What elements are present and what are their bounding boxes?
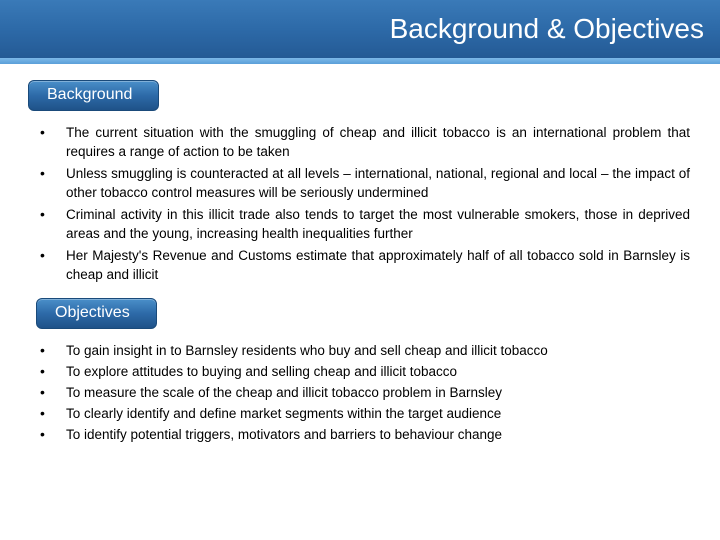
section-pill-objectives: Objectives <box>36 298 157 329</box>
bullet-text: To explore attitudes to buying and selli… <box>66 362 690 381</box>
bullet-text: The current situation with the smuggling… <box>66 123 690 161</box>
section-pill-background: Background <box>28 80 159 111</box>
list-item: • To measure the scale of the cheap and … <box>36 383 690 402</box>
section-header-wrap-2: Objectives <box>36 298 720 329</box>
bullet-text: To measure the scale of the cheap and il… <box>66 383 690 402</box>
bullet-icon: • <box>36 341 66 360</box>
list-item: • To identify potential triggers, motiva… <box>36 425 690 444</box>
list-item: • To explore attitudes to buying and sel… <box>36 362 690 381</box>
bullet-text: To clearly identify and define market se… <box>66 404 690 423</box>
page-title: Background & Objectives <box>390 13 704 45</box>
bullet-icon: • <box>36 404 66 423</box>
bullet-icon: • <box>36 362 66 381</box>
bullet-icon: • <box>36 205 66 224</box>
bullet-icon: • <box>36 123 66 142</box>
bullet-icon: • <box>36 425 66 444</box>
bullet-text: Criminal activity in this illicit trade … <box>66 205 690 243</box>
list-item: • Criminal activity in this illicit trad… <box>36 205 690 243</box>
list-item: • Unless smuggling is counteracted at al… <box>36 164 690 202</box>
bullet-text: Unless smuggling is counteracted at all … <box>66 164 690 202</box>
title-bar: Background & Objectives <box>0 0 720 58</box>
objectives-bullets: • To gain insight in to Barnsley residen… <box>36 341 690 444</box>
bullet-icon: • <box>36 383 66 402</box>
background-bullets: • The current situation with the smuggli… <box>36 123 690 284</box>
list-item: • To gain insight in to Barnsley residen… <box>36 341 690 360</box>
bullet-icon: • <box>36 246 66 265</box>
list-item: • Her Majesty's Revenue and Customs esti… <box>36 246 690 284</box>
accent-line <box>0 58 720 64</box>
list-item: • To clearly identify and define market … <box>36 404 690 423</box>
bullet-text: To identify potential triggers, motivato… <box>66 425 690 444</box>
bullet-icon: • <box>36 164 66 183</box>
list-item: • The current situation with the smuggli… <box>36 123 690 161</box>
bullet-text: Her Majesty's Revenue and Customs estima… <box>66 246 690 284</box>
section-header-wrap-1: Background <box>28 80 720 111</box>
bullet-text: To gain insight in to Barnsley residents… <box>66 341 690 360</box>
